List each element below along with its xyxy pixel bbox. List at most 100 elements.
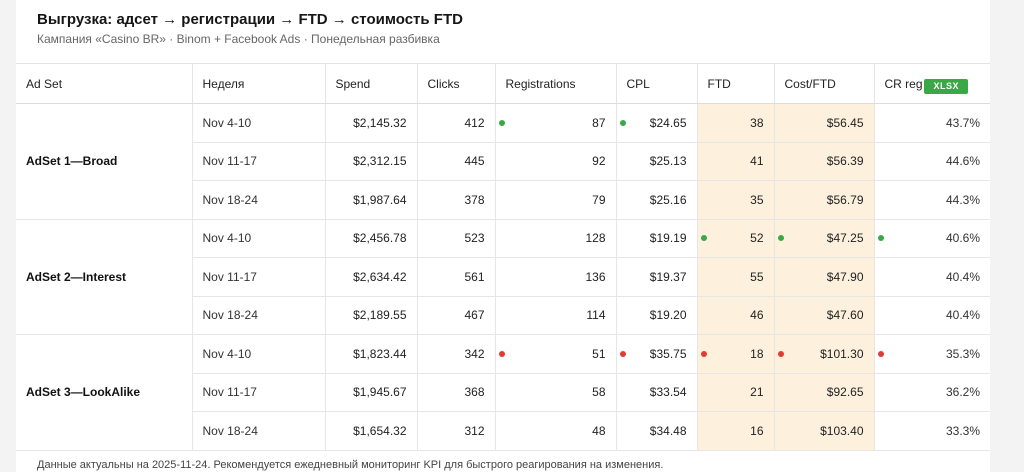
best-marker-icon [877,235,884,242]
report-card: Выгрузка: адсет → регистрации → FTD → ст… [16,0,990,472]
cpl-cell: $33.54 [615,373,697,412]
table-header-row: Ad Set Неделя Spend Clicks Registrations… [16,63,990,104]
spend-cell: $1,823.44 [324,334,417,374]
column-header-registrations[interactable]: Registrations [494,63,616,104]
ftd-value: 18 [750,346,764,361]
column-header-cost-ftd[interactable]: Cost/FTD [773,63,874,104]
clicks-cell: 312 [416,411,495,451]
worst-marker-icon [619,350,626,357]
registrations-cell: 58 [494,373,616,412]
worst-marker-icon [700,350,707,357]
clicks-cell: 412 [416,103,495,143]
ftd-cell: 21 [696,373,774,412]
column-header-ftd[interactable]: FTD [696,63,774,104]
spend-cell: $1,945.67 [324,373,417,412]
spend-cell: $1,987.64 [324,180,417,220]
clicks-cell: 523 [416,218,495,258]
ftd-cell: 41 [696,142,774,181]
best-marker-icon [619,119,626,126]
registrations-cell: 92 [494,142,616,181]
page-subtitle: Кампания «Casino BR» · Binom + Facebook … [37,32,440,46]
table-row: Nov 11-17 $1,945.67 368 58 $33.54 21 $92… [16,373,990,412]
cost-ftd-cell: $56.79 [773,180,874,220]
cpl-cell: $25.13 [615,142,697,181]
cost-ftd-value: $101.30 [820,346,864,361]
cpl-cell: $19.19 [615,218,697,258]
cost-ftd-cell: $47.60 [773,296,874,335]
cpl-cell: $19.20 [615,296,697,335]
cr-value: 40.6% [945,231,980,246]
export-xlsx-button[interactable]: XLSX [924,79,968,94]
week-cell: Nov 18-24 [191,411,325,451]
adset-name: AdSet 1—Broad [16,103,192,220]
week-cell: Nov 18-24 [191,296,325,335]
week-cell: Nov 4-10 [191,334,325,374]
registrations-cell: 79 [494,180,616,220]
cost-ftd-cell: $103.40 [773,411,874,451]
spend-cell: $2,456.78 [324,218,417,258]
cr-cell: 36.2% [873,373,990,412]
clicks-cell: 378 [416,180,495,220]
clicks-cell: 342 [416,334,495,374]
ftd-cell: 55 [696,257,774,297]
clicks-cell: 445 [416,142,495,181]
cpl-cell: $24.65 [615,103,697,143]
registrations-cell: 48 [494,411,616,451]
column-header-cr[interactable]: CR reg→FTD XLSX [873,63,990,104]
cost-ftd-cell: $101.30 [773,334,874,374]
registrations-value: 51 [592,346,606,361]
cpl-value: $24.65 [649,115,687,130]
cr-cell: 44.3% [873,180,990,220]
cpl-cell: $34.48 [615,411,697,451]
best-marker-icon [777,235,784,242]
week-cell: Nov 11-17 [191,142,325,181]
cost-ftd-cell: $56.39 [773,142,874,181]
table-row: AdSet 2—Interest Nov 4-10 $2,456.78 523 … [16,218,990,335]
table-row: Nov 18-24 $1,654.32 312 48 $34.48 16 $10… [16,411,990,451]
cost-ftd-cell: $47.90 [773,257,874,297]
spend-cell: $1,654.32 [324,411,417,451]
cr-value: 35.3% [945,346,980,361]
cr-cell: 35.3% [873,334,990,374]
registrations-cell: 136 [494,257,616,297]
table-row: Nov 11-17 $2,634.42 561 136 $19.37 55 $4… [16,257,990,297]
worst-marker-icon [498,350,505,357]
cpl-cell: $19.37 [615,257,697,297]
table-row: AdSet 1—Broad Nov 4-10 $2,145.32 412 87 … [16,103,990,220]
cpl-value: $35.75 [649,346,687,361]
page-title: Выгрузка: адсет → регистрации → FTD → ст… [37,11,463,28]
column-header-week[interactable]: Неделя [191,63,325,104]
footer-note: Данные актуальны на 2025-11-24. Рекоменд… [37,459,664,471]
cr-cell: 33.3% [873,411,990,451]
adset-name: AdSet 3—LookAlike [16,334,192,451]
ftd-cell: 38 [696,103,774,143]
clicks-cell: 368 [416,373,495,412]
cpl-cell: $35.75 [615,334,697,374]
spend-cell: $2,634.42 [324,257,417,297]
column-header-spend[interactable]: Spend [324,63,417,104]
best-marker-icon [498,119,505,126]
week-cell: Nov 11-17 [191,257,325,297]
cr-cell: 40.4% [873,257,990,297]
best-marker-icon [700,235,707,242]
table-row: Nov 11-17 $2,312.15 445 92 $25.13 41 $56… [16,142,990,181]
cost-ftd-cell: $47.25 [773,218,874,258]
column-header-adset[interactable]: Ad Set [16,63,192,104]
cr-cell: 40.6% [873,218,990,258]
week-cell: Nov 4-10 [191,103,325,143]
table-row: AdSet 3—LookAlike Nov 4-10 $1,823.44 342… [16,334,990,451]
cr-cell: 44.6% [873,142,990,181]
worst-marker-icon [877,350,884,357]
cpl-cell: $25.16 [615,180,697,220]
spend-cell: $2,145.32 [324,103,417,143]
cost-ftd-value: $47.25 [826,231,864,246]
column-header-cpl[interactable]: CPL [615,63,697,104]
adset-name: AdSet 2—Interest [16,218,192,335]
registrations-cell: 114 [494,296,616,335]
spend-cell: $2,189.55 [324,296,417,335]
cr-cell: 40.4% [873,296,990,335]
ftd-cell: 16 [696,411,774,451]
registrations-cell: 128 [494,218,616,258]
column-header-clicks[interactable]: Clicks [416,63,495,104]
registrations-cell: 51 [494,334,616,374]
